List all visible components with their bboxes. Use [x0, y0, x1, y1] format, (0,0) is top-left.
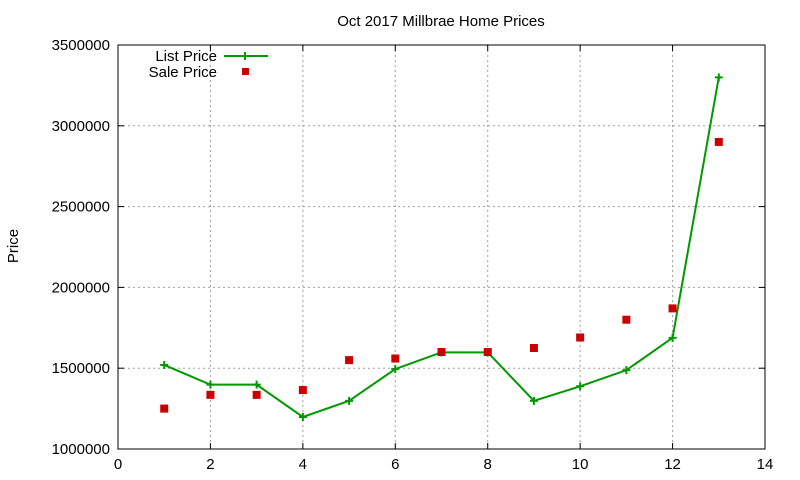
list-price-point — [622, 366, 631, 375]
y-axis-label: Price — [5, 229, 22, 263]
list-price-point — [529, 396, 538, 405]
x-tick-label: 12 — [664, 456, 681, 473]
x-tick-label: 0 — [114, 456, 122, 473]
x-tick-label: 4 — [299, 456, 307, 473]
grid — [118, 45, 765, 449]
list-price-point — [252, 380, 261, 389]
sale-price-point — [252, 390, 261, 399]
sale-price-point — [622, 315, 631, 324]
y-tick-label: 2500000 — [52, 199, 110, 216]
list-price-point — [714, 73, 723, 82]
legend-label-sale-price: Sale Price — [149, 64, 217, 81]
list-price-point — [391, 365, 400, 374]
y-tick-label: 3000000 — [52, 118, 110, 135]
list-price-point — [160, 360, 169, 369]
list-price-line — [163, 77, 720, 419]
legend-marker-sale-price — [242, 68, 249, 75]
sale-price-point — [576, 333, 585, 342]
list-price-point — [668, 333, 677, 342]
y-tick-label: 1000000 — [52, 441, 110, 458]
sale-price-point — [391, 354, 400, 363]
legend-label-list-price: List Price — [155, 48, 217, 65]
list-price-point — [576, 382, 585, 391]
x-tick-label: 6 — [391, 456, 399, 473]
y-tick-label: 1500000 — [52, 360, 110, 377]
sale-price-point — [529, 344, 538, 352]
y-tick-label: 2000000 — [52, 279, 110, 296]
sale-price-point — [714, 137, 723, 146]
x-tick-label: 14 — [757, 456, 774, 473]
legend: List Price Sale Price — [149, 48, 268, 81]
list-price-point — [298, 413, 307, 422]
sale-price-point — [668, 304, 677, 313]
list-price-point — [345, 396, 354, 405]
legend-marker-list-price — [241, 52, 249, 60]
list-price-point — [206, 380, 215, 389]
sale-price-point — [160, 404, 169, 413]
chart-title: Oct 2017 Millbrae Home Prices — [337, 13, 545, 30]
axis-ticks: 0 2 4 6 8 10 12 14 1000000 1500000 2000000 2500000 3… — [52, 37, 774, 473]
sale-price-point — [437, 348, 446, 357]
series-layer — [160, 73, 723, 422]
y-tick-label: 3500000 — [52, 37, 110, 54]
sale-price-point — [483, 348, 492, 357]
plot-area-frame — [117, 44, 766, 450]
x-tick-label: 10 — [572, 456, 589, 473]
sale-price-point — [298, 386, 307, 395]
x-tick-label: 8 — [484, 456, 492, 473]
x-tick-label: 2 — [206, 456, 214, 473]
sale-price-point — [206, 390, 215, 399]
sale-price-point — [345, 356, 354, 365]
